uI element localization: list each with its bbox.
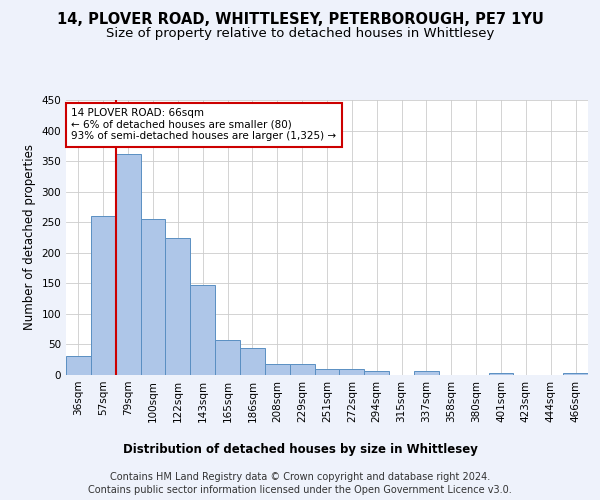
Bar [414, 372, 439, 375]
Text: 14, PLOVER ROAD, WHITTLESEY, PETERBOROUGH, PE7 1YU: 14, PLOVER ROAD, WHITTLESEY, PETERBOROUG… [56, 12, 544, 28]
Text: Distribution of detached houses by size in Whittlesey: Distribution of detached houses by size … [122, 442, 478, 456]
Bar [314, 369, 340, 375]
Bar [563, 372, 588, 375]
Text: Contains public sector information licensed under the Open Government Licence v3: Contains public sector information licen… [88, 485, 512, 495]
Bar [140, 219, 166, 375]
Bar [265, 364, 290, 375]
Bar [66, 356, 91, 375]
Text: Size of property relative to detached houses in Whittlesey: Size of property relative to detached ho… [106, 28, 494, 40]
Bar [240, 348, 265, 375]
Bar [290, 364, 314, 375]
Text: 14 PLOVER ROAD: 66sqm
← 6% of detached houses are smaller (80)
93% of semi-detac: 14 PLOVER ROAD: 66sqm ← 6% of detached h… [71, 108, 337, 142]
Bar [488, 372, 514, 375]
Bar [340, 369, 364, 375]
Text: Contains HM Land Registry data © Crown copyright and database right 2024.: Contains HM Land Registry data © Crown c… [110, 472, 490, 482]
Bar [215, 340, 240, 375]
Bar [91, 216, 116, 375]
Bar [116, 154, 140, 375]
Bar [364, 370, 389, 375]
Bar [190, 284, 215, 375]
Y-axis label: Number of detached properties: Number of detached properties [23, 144, 36, 330]
Bar [166, 238, 190, 375]
